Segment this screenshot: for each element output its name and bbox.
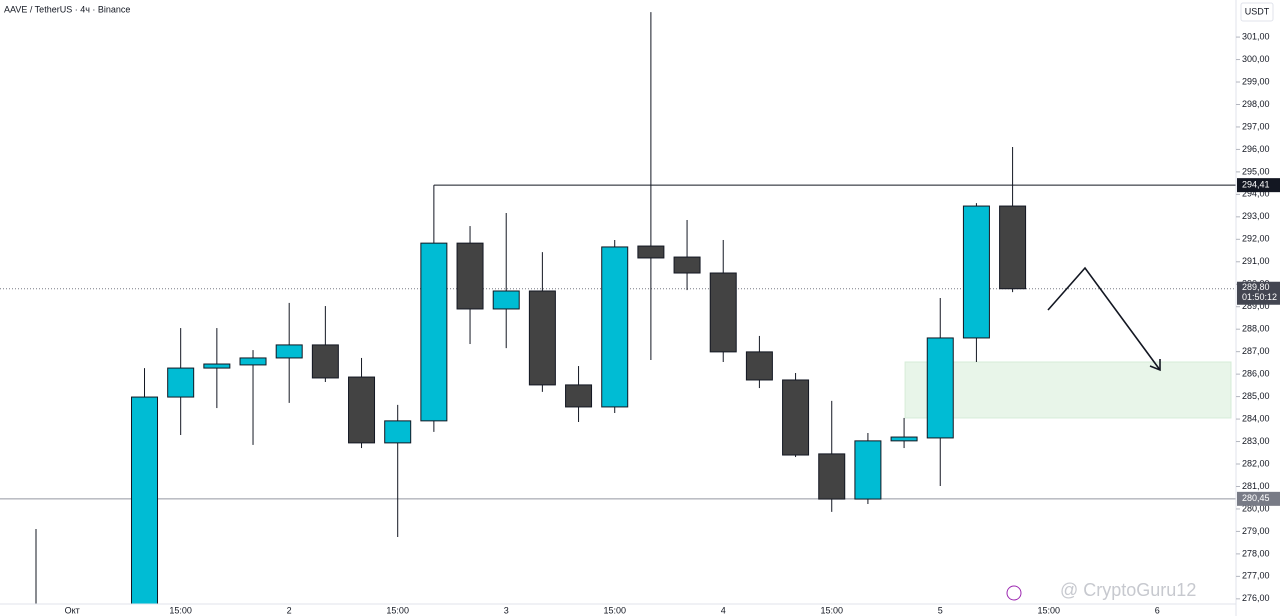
currency-box xyxy=(1240,2,1274,22)
candle-body xyxy=(167,367,195,398)
y-tick-label: 288,00 xyxy=(1242,324,1270,334)
y-tick-label: 281,00 xyxy=(1242,481,1270,491)
support-label: 280,45 xyxy=(1242,493,1270,503)
y-tick-label: 279,00 xyxy=(1242,526,1270,536)
candle-body xyxy=(962,205,990,339)
chart-title: AAVE / TetherUS · 4ч · Binance xyxy=(4,4,130,14)
candle-body xyxy=(239,357,267,366)
x-tick-label: 2 xyxy=(287,605,292,615)
x-tick-label: 15:00 xyxy=(820,605,843,615)
x-tick-label: 15:00 xyxy=(169,605,192,615)
candle-body xyxy=(348,376,376,444)
y-tick-label: 293,00 xyxy=(1242,211,1270,221)
x-tick-label: 5 xyxy=(938,605,943,615)
x-tick-label: 15:00 xyxy=(1037,605,1060,615)
currency: USDT xyxy=(1245,6,1270,16)
event-icon[interactable] xyxy=(1006,585,1022,601)
candle-body xyxy=(673,256,701,274)
resistance-label-box xyxy=(1237,178,1280,193)
candle-body xyxy=(384,420,412,444)
candle-body xyxy=(565,384,593,408)
x-tick-label: 15:00 xyxy=(603,605,626,615)
zone xyxy=(904,361,1232,419)
x-tick-label: 4 xyxy=(721,605,726,615)
y-tick-label: 298,00 xyxy=(1242,99,1270,109)
y-tick-label: 285,00 xyxy=(1242,391,1270,401)
candle-body xyxy=(528,290,556,386)
arrow-head xyxy=(1149,359,1161,372)
candle-body xyxy=(709,272,737,353)
candle-body xyxy=(311,344,339,379)
resistance-label: 294,41 xyxy=(1242,180,1270,190)
y-tick-label: 292,00 xyxy=(1242,234,1270,244)
y-tick-label: 299,00 xyxy=(1242,76,1270,86)
last-price-label: 289,80 xyxy=(1242,282,1270,292)
candle-body xyxy=(854,440,882,500)
y-tick-label: 276,00 xyxy=(1242,593,1270,603)
y-tick-label: 291,00 xyxy=(1242,256,1270,266)
candle-body xyxy=(131,396,159,604)
y-tick-label: 287,00 xyxy=(1242,346,1270,356)
candle-body xyxy=(456,242,484,310)
candle-body xyxy=(203,363,231,369)
y-tick-label: 284,00 xyxy=(1242,413,1270,423)
y-tick-label: 301,00 xyxy=(1242,31,1270,41)
candle-body xyxy=(492,290,520,310)
candle-body xyxy=(637,245,665,259)
y-tick-label: 297,00 xyxy=(1242,121,1270,131)
candle-body xyxy=(926,337,954,439)
countdown-label: 01:50:12 xyxy=(1242,292,1277,302)
watermark: @ CryptoGuru12 xyxy=(1060,580,1196,600)
candle-body xyxy=(745,351,773,381)
candle-body xyxy=(275,344,303,359)
candle-body xyxy=(420,242,448,422)
last-price-box xyxy=(1237,281,1280,305)
candle-body xyxy=(818,453,846,500)
candle-body xyxy=(782,379,810,456)
y-tick-label: 283,00 xyxy=(1242,436,1270,446)
y-tick-label: 277,00 xyxy=(1242,571,1270,581)
y-tick-label: 300,00 xyxy=(1242,54,1270,64)
candle-body xyxy=(999,205,1027,290)
y-tick-label: 295,00 xyxy=(1242,166,1270,176)
candle-body xyxy=(890,436,918,442)
y-tick-label: 289,00 xyxy=(1242,301,1270,311)
x-tick-label: 3 xyxy=(504,605,509,615)
candle-body xyxy=(601,246,629,408)
support-label-box xyxy=(1237,491,1280,506)
projection-arrow xyxy=(1047,266,1161,371)
y-tick-label: 294,00 xyxy=(1242,189,1270,199)
y-tick-label: 286,00 xyxy=(1242,369,1270,379)
x-tick-label: 15:00 xyxy=(386,605,409,615)
plot-area xyxy=(0,12,1236,604)
y-tick-label: 280,00 xyxy=(1242,503,1270,513)
x-tick-label: 6 xyxy=(1155,605,1160,615)
y-tick-label: 278,00 xyxy=(1242,548,1270,558)
x-tick-label: Окт xyxy=(65,605,80,615)
y-tick-label: 282,00 xyxy=(1242,458,1270,468)
y-tick-label: 296,00 xyxy=(1242,144,1270,154)
